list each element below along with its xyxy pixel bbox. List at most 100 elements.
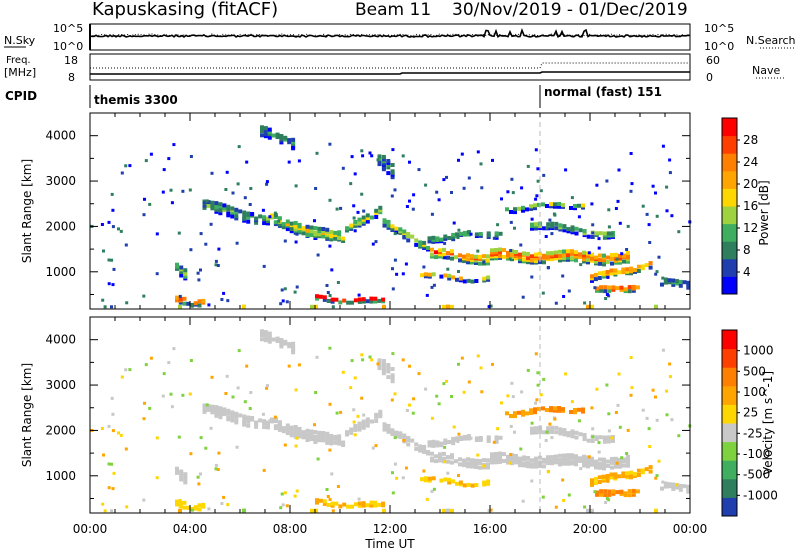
power-cell [598,253,602,258]
power-cell [607,288,612,293]
power-cell [283,135,288,140]
velocity-cell [651,388,655,392]
power-cell [381,297,386,302]
power-cell [360,149,364,153]
velocity-cell [408,364,411,368]
power-cell [581,203,585,208]
freq-label: Freq. [6,55,31,66]
velocity-cell [328,346,332,350]
velocity-cell [502,452,506,457]
power-cell [625,269,630,274]
power-cell [446,267,450,271]
velocity-cell [502,458,506,463]
velocity-colorbar-tick-label: 1000 [743,344,774,358]
power-cell [390,169,395,174]
power-cell [456,236,460,239]
power-cell [566,227,571,232]
power-cell [427,236,432,241]
velocity-cell [550,425,555,430]
velocity-cell [615,461,619,465]
velocity-cell [458,462,462,467]
power-cell [345,226,349,231]
power-cell [661,144,665,148]
power-cell [482,276,487,281]
velocity-cell [314,508,318,513]
velocity-cell [315,355,319,359]
power-cell [425,293,429,297]
velocity-cell [316,457,320,461]
power-cell [458,258,462,263]
power-cell [325,229,330,234]
velocity-cell [374,419,379,423]
power-cell [315,294,319,299]
power-cell [546,266,550,270]
velocity-cell [349,386,353,390]
power-cell [234,214,239,219]
velocity-cell [248,407,252,410]
velocity-cell [450,460,454,465]
velocity-cell [574,430,579,435]
power-cell [459,231,464,236]
power-cell [610,253,614,257]
velocity-cell [513,414,517,419]
power-cell [189,155,193,158]
velocity-cell [629,356,633,359]
velocity-cell [621,474,626,479]
power-cell [365,216,370,221]
power-cell [534,148,538,152]
velocity-cell [511,395,515,399]
velocity-cell [582,433,587,437]
power-cell [550,251,554,256]
power-cell [254,220,259,225]
velocity-cell [328,402,332,406]
power-cell [349,223,354,228]
power-cell [486,258,490,263]
velocity-cell [420,477,424,482]
velocity-cell [609,475,614,480]
power-cell [550,221,555,226]
velocity-cell [619,491,624,496]
power-cell [341,239,346,243]
power-cell [374,210,379,215]
power-cell [671,282,676,287]
power-cell [178,304,182,309]
power-cell [267,135,272,140]
power-cell [438,252,442,257]
velocity-cell [462,483,467,488]
power-cell [382,304,386,309]
velocity-cell [182,505,187,510]
velocity-cell [418,447,423,451]
power-cell [486,254,490,259]
velocity-cell [391,491,395,495]
power-cell [554,221,559,226]
power-cell [595,288,599,293]
power-colorbar-label: Power [dB] [757,180,771,245]
velocity-cell [655,474,659,478]
power-cell [525,207,529,212]
velocity-cell [583,505,587,509]
velocity-cell [613,472,618,477]
velocity-cell [283,443,287,447]
power-cell [451,237,456,242]
power-cell [574,254,578,259]
power-cell [536,167,540,171]
power-cell [677,230,681,234]
power-cell [629,189,633,193]
power-cell [260,133,264,138]
power-cell [534,258,538,263]
power-cell [248,203,252,206]
power-cell [617,270,622,275]
velocity-cell [498,451,502,456]
power-cell [287,138,292,143]
sky-noise-line [90,28,691,38]
velocity-cell [601,478,606,483]
power-cell [629,266,634,271]
power-cell [458,276,463,281]
velocity-cell [326,503,331,507]
velocity-cell [309,429,314,434]
velocity-cell [335,411,339,415]
power-cell [602,258,606,263]
power-cell [574,231,579,236]
velocity-cell [321,438,326,443]
velocity-cell [533,410,537,415]
